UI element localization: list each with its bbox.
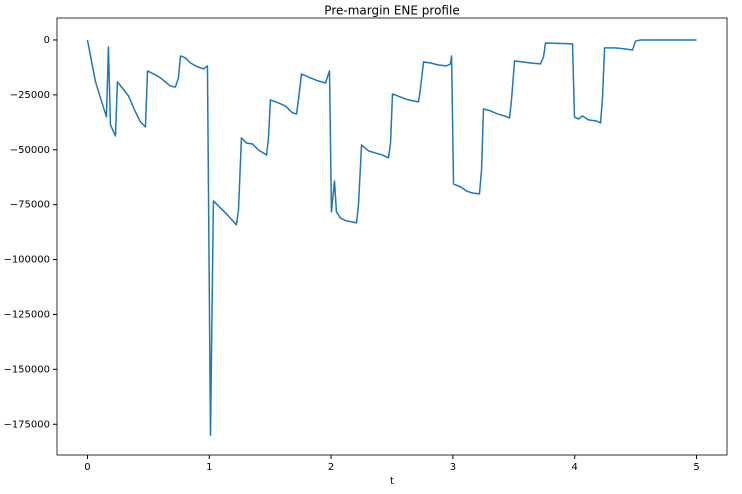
x-tick-label: 5 bbox=[693, 462, 699, 473]
y-tick-label: −175000 bbox=[3, 419, 50, 430]
y-tick-label: −150000 bbox=[3, 364, 50, 375]
x-tick-label: 3 bbox=[450, 462, 456, 473]
y-tick-label: −100000 bbox=[3, 255, 50, 266]
plot-frame bbox=[56, 17, 728, 456]
y-tick-label: −25000 bbox=[10, 90, 50, 101]
x-tick-label: 0 bbox=[84, 462, 90, 473]
x-tick-label: 1 bbox=[206, 462, 212, 473]
y-tick-label: −125000 bbox=[3, 309, 50, 320]
x-axis-label: t bbox=[390, 476, 394, 487]
chart-title: Pre-margin ENE profile bbox=[324, 4, 459, 18]
line-series bbox=[86, 39, 697, 436]
y-tick-label: 0 bbox=[44, 35, 50, 46]
x-tick-label: 2 bbox=[328, 462, 334, 473]
x-tick-label: 4 bbox=[572, 462, 578, 473]
y-tick-label: −50000 bbox=[10, 145, 50, 156]
y-tick-label: −75000 bbox=[10, 200, 50, 211]
